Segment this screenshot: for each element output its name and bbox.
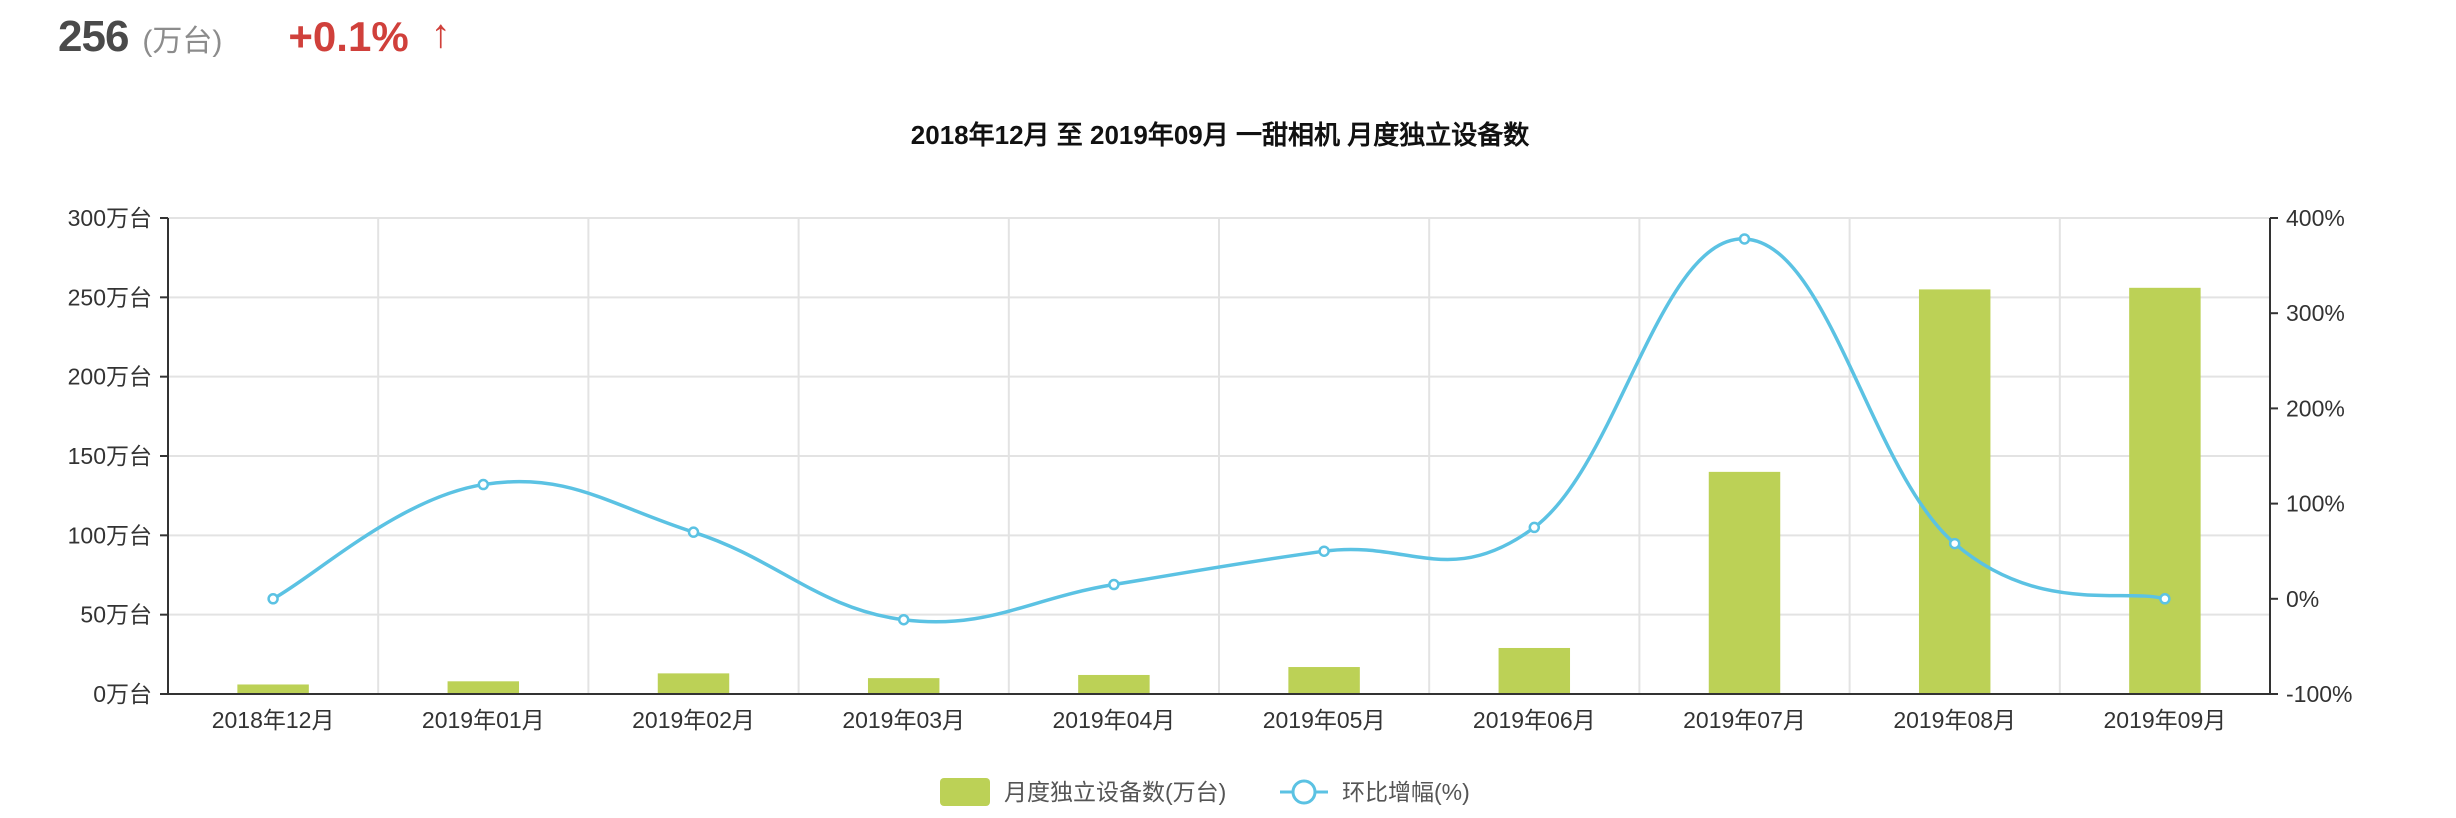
y-left-tick-label: 250万台 xyxy=(68,284,152,310)
x-tick-label: 2019年02月 xyxy=(632,707,755,733)
bar-2018年12月 xyxy=(237,684,309,694)
legend: 月度独立设备数(万台) 环比增幅(%) xyxy=(940,778,1470,806)
y-left-tick-label: 150万台 xyxy=(68,443,152,469)
bar-2019年06月 xyxy=(1498,647,1571,694)
y-right-tick-label: 0% xyxy=(2286,586,2319,612)
point-2019年08月 xyxy=(1948,537,1961,550)
x-tick-label: 2019年07月 xyxy=(1683,707,1806,733)
y-left-tick-label: 100万台 xyxy=(68,522,152,548)
bar-2019年07月 xyxy=(1708,471,1781,694)
x-tick-label: 2019年04月 xyxy=(1053,707,1176,733)
summary-unit: (万台) xyxy=(142,25,223,58)
axes xyxy=(160,217,2278,695)
bar-series xyxy=(237,287,2201,694)
point-2019年01月 xyxy=(477,478,490,491)
point-2019年05月 xyxy=(1318,545,1330,557)
bar-2019年09月 xyxy=(2129,287,2201,694)
x-tick-label: 2019年09月 xyxy=(2104,707,2227,733)
x-tick-label: 2019年06月 xyxy=(1473,707,1596,733)
summary-change: +0.1% xyxy=(288,13,409,60)
y-right-tick-label: 300% xyxy=(2286,300,2345,326)
legend-swatch-marker xyxy=(1291,779,1317,805)
line-mom-growth xyxy=(272,237,2166,624)
y-left-tick-label: 0万台 xyxy=(93,681,152,707)
legend-label-line: 环比增幅(%) xyxy=(1342,779,1470,805)
legend-swatch-bar xyxy=(940,778,990,806)
tick-labels: 0万台 50万台 100万台 150万台 200万台 250万台 300万台 -100% 0% 1… xyxy=(68,205,2353,733)
bar-2019年05月 xyxy=(1288,667,1360,694)
y-right-tick-label: 400% xyxy=(2286,205,2345,231)
y-right-tick-label: -100% xyxy=(2286,681,2352,707)
y-left-tick-label: 300万台 xyxy=(68,205,152,231)
point-2019年06月 xyxy=(1528,521,1541,534)
point-2019年03月 xyxy=(897,613,910,626)
arrow-up-icon: ↑ xyxy=(430,12,451,56)
bar-2019年08月 xyxy=(1918,289,1991,694)
y-left-tick-label: 50万台 xyxy=(80,602,152,628)
point-2019年04月 xyxy=(1108,578,1120,591)
bar-2019年01月 xyxy=(447,681,520,694)
bar-2019年04月 xyxy=(1078,674,1150,694)
x-tick-label: 2019年08月 xyxy=(1893,707,2016,733)
x-tick-label: 2019年03月 xyxy=(842,707,965,733)
point-2019年09月 xyxy=(2159,593,2171,605)
summary-kpi: 256 (万台) +0.1% ↑ xyxy=(58,12,451,62)
legend-label-bar: 月度独立设备数(万台) xyxy=(1004,779,1226,805)
chart-title: 2018年12月 至 2019年09月 一甜相机 月度独立设备数 xyxy=(911,120,1530,150)
line-series xyxy=(267,233,2171,626)
y-right-tick-label: 200% xyxy=(2286,395,2345,421)
x-tick-label: 2019年01月 xyxy=(422,707,545,733)
y-right-tick-label: 100% xyxy=(2286,491,2345,517)
point-2019年02月 xyxy=(687,526,700,538)
bar-2019年03月 xyxy=(867,678,940,694)
summary-value: 256 xyxy=(58,12,129,61)
y-left-tick-label: 200万台 xyxy=(68,364,152,390)
x-tick-label: 2019年05月 xyxy=(1263,707,1386,733)
point-2018年12月 xyxy=(267,593,279,605)
point-2019年07月 xyxy=(1738,233,1751,245)
x-tick-label: 2018年12月 xyxy=(212,707,335,733)
bar-2019年02月 xyxy=(657,673,730,694)
